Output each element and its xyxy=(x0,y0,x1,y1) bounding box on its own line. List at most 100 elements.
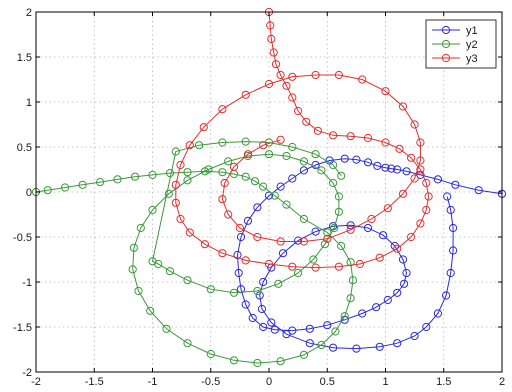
data-point-y1 xyxy=(278,249,288,258)
data-point-y2 xyxy=(130,172,140,181)
data-point-y2 xyxy=(241,172,250,181)
data-point-y1 xyxy=(305,339,314,348)
data-point-y3 xyxy=(381,87,390,96)
data-point-y3 xyxy=(271,60,281,69)
data-point-y3 xyxy=(282,81,291,90)
data-point-y1 xyxy=(311,227,320,236)
data-point-y3 xyxy=(276,237,285,246)
data-point-y3 xyxy=(259,141,268,150)
data-point-y1 xyxy=(257,304,267,314)
data-point-y2 xyxy=(148,257,157,266)
data-point-y1 xyxy=(402,167,411,176)
data-point-y3 xyxy=(220,178,229,188)
x-tick-label: 1 xyxy=(382,376,388,388)
data-point-y2 xyxy=(183,168,192,177)
data-point-y2 xyxy=(274,279,283,288)
y-tick-label: -2 xyxy=(22,367,32,379)
data-point-y3 xyxy=(185,141,194,150)
data-point-y1 xyxy=(474,186,483,195)
data-point-y2 xyxy=(146,306,155,315)
y-tick-label: 0.5 xyxy=(17,142,32,154)
data-point-y1 xyxy=(379,231,388,240)
legend-label-y3: y3 xyxy=(466,53,478,65)
data-point-y2 xyxy=(229,356,239,365)
data-point-y1 xyxy=(276,182,285,191)
axis-ticks xyxy=(35,11,503,373)
data-point-y3 xyxy=(422,178,431,188)
legend: y1 y2 y3 xyxy=(425,19,497,69)
data-point-y1 xyxy=(449,246,458,255)
data-point-y3 xyxy=(313,126,322,135)
data-point-y1 xyxy=(255,291,264,300)
data-point-y2 xyxy=(330,223,339,233)
series-y2 xyxy=(31,137,357,368)
data-point-y1 xyxy=(311,160,320,170)
data-point-y3 xyxy=(407,153,416,162)
data-point-y1 xyxy=(446,205,455,215)
data-point-y2 xyxy=(334,192,343,201)
legend-marker-y2 xyxy=(441,39,451,49)
data-point-y2 xyxy=(164,189,173,198)
data-point-y2 xyxy=(317,340,326,350)
data-point-y1 xyxy=(402,268,411,278)
series-layer xyxy=(31,7,507,368)
data-point-y3 xyxy=(358,75,367,84)
data-point-y3 xyxy=(218,195,227,204)
data-point-y1 xyxy=(241,300,250,309)
data-point-y1 xyxy=(294,236,303,245)
data-point-y1 xyxy=(352,344,361,353)
data-point-y2 xyxy=(334,207,343,216)
data-point-y2 xyxy=(282,200,291,209)
legend-marker-y1 xyxy=(441,25,451,35)
data-point-y3 xyxy=(311,70,320,80)
y-tick-label: 0 xyxy=(26,187,32,199)
data-point-y3 xyxy=(355,259,364,269)
data-point-y2 xyxy=(323,228,332,237)
data-point-y3 xyxy=(171,180,180,189)
data-point-y3 xyxy=(288,72,297,81)
data-point-y3 xyxy=(199,123,208,132)
data-point-y3 xyxy=(329,131,338,140)
data-point-y3 xyxy=(200,240,209,249)
data-point-y1 xyxy=(373,161,382,170)
data-point-y1 xyxy=(433,175,442,184)
data-point-y3 xyxy=(288,262,297,271)
data-point-y2 xyxy=(136,223,145,233)
data-point-y2 xyxy=(113,175,122,184)
data-point-y2 xyxy=(218,168,227,177)
data-point-y2 xyxy=(162,324,171,333)
data-point-y3 xyxy=(334,262,343,271)
data-point-y2 xyxy=(299,214,308,224)
x-tick-label: 1.5 xyxy=(436,376,451,388)
data-point-y2 xyxy=(331,327,340,336)
data-point-y3 xyxy=(367,214,376,224)
y-tick-label: -0.5 xyxy=(13,232,32,244)
data-point-y3 xyxy=(229,162,239,171)
data-point-y2 xyxy=(309,255,318,264)
data-point-y1 xyxy=(449,223,458,233)
data-point-y3 xyxy=(334,70,343,80)
data-point-y1 xyxy=(267,318,276,327)
data-point-y3 xyxy=(276,135,285,144)
data-point-y2 xyxy=(148,170,157,179)
data-point-y2 xyxy=(134,286,143,296)
data-point-y1 xyxy=(387,164,396,173)
y-tick-label: 1.5 xyxy=(17,52,32,64)
data-point-y3 xyxy=(224,210,233,219)
data-point-y2 xyxy=(165,267,175,276)
series-y3 xyxy=(171,7,433,272)
data-point-y3 xyxy=(176,214,185,224)
data-point-y1 xyxy=(270,325,279,334)
data-point-y3 xyxy=(416,156,425,165)
data-point-y2 xyxy=(183,339,192,348)
data-point-y1 xyxy=(375,342,384,351)
data-point-y2 xyxy=(165,169,175,178)
data-point-y2 xyxy=(183,276,192,285)
data-point-y1 xyxy=(323,321,332,330)
data-point-y1 xyxy=(393,165,402,174)
data-point-y2 xyxy=(224,157,233,166)
data-point-y3 xyxy=(171,198,180,207)
data-point-y1 xyxy=(248,313,257,323)
x-tick-label: -1 xyxy=(148,376,158,388)
data-point-y2 xyxy=(340,312,349,321)
